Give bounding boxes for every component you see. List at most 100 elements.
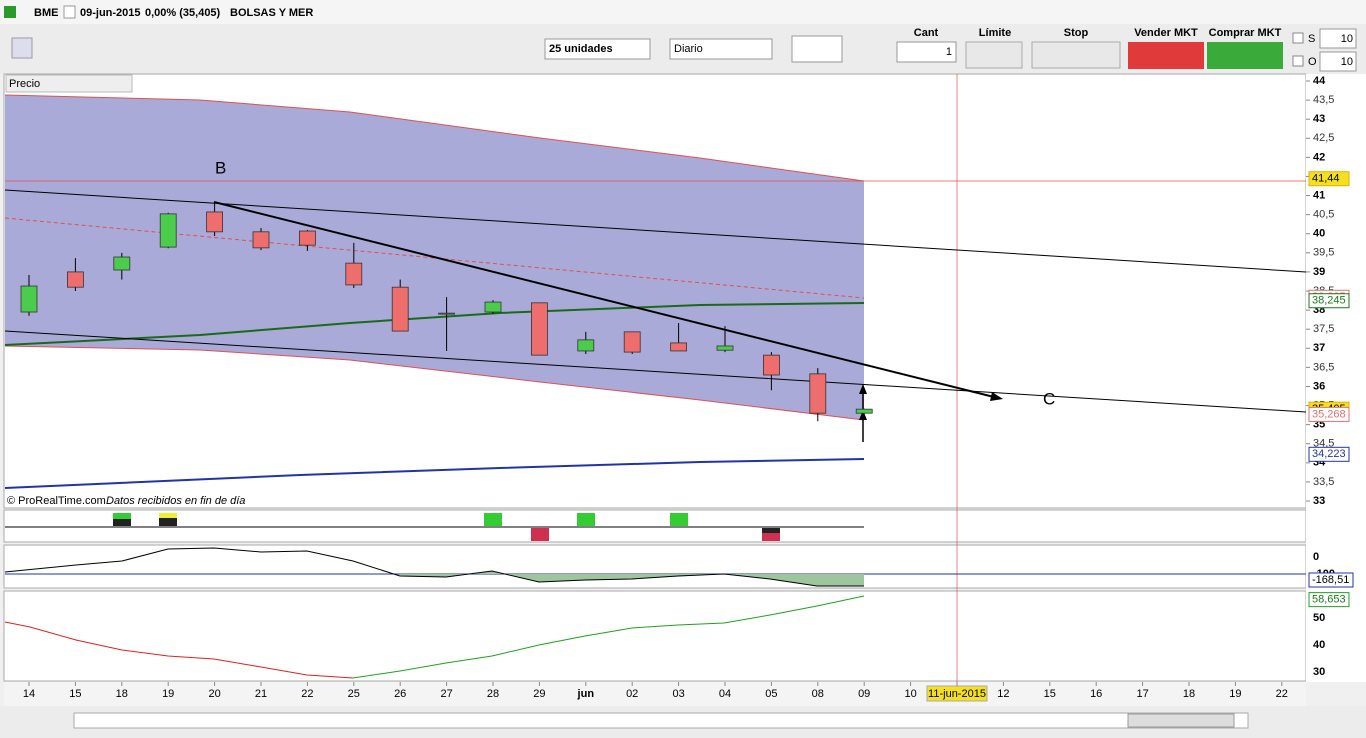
candle-body (809, 373, 827, 414)
x-tick-label: 02 (626, 688, 638, 700)
tool-pointer[interactable] (11, 37, 33, 59)
signal (670, 513, 688, 526)
sell-button[interactable] (1128, 42, 1204, 69)
candle-body (716, 345, 734, 351)
y-tick-label: 37,5 (1313, 323, 1334, 335)
signal (159, 513, 177, 518)
y-tick-label: 33,5 (1313, 476, 1334, 488)
channel-mid (4, 217, 865, 299)
x-tick-label: 11-jun-2015 (928, 688, 986, 700)
signal-panel (3, 509, 1307, 543)
signal (531, 528, 549, 541)
y-tick-label: 42,5 (1313, 132, 1334, 144)
candle-body (298, 230, 316, 246)
x-tick-label: 09 (858, 688, 870, 700)
channel-bottom (4, 345, 865, 421)
signal (484, 513, 502, 526)
x-tick-label: 18 (116, 688, 128, 700)
y-tick-label: 37 (1313, 342, 1325, 354)
cant-value: 1 (946, 46, 952, 58)
osc-tick-label: 0 (1313, 551, 1319, 563)
candle-body (670, 342, 687, 352)
quantity: 25 unidades (549, 43, 613, 55)
tools (11, 37, 33, 59)
x-tick-label: 10 (904, 688, 916, 700)
rsi-label-box (1308, 592, 1350, 608)
rsi-tick-label: 50 (1313, 612, 1325, 624)
period-select[interactable] (669, 38, 773, 60)
s-label: S (1308, 33, 1315, 45)
price-label-box (1308, 406, 1350, 422)
x-tick-label: 19 (162, 688, 174, 700)
y-tick-label: 40 (1313, 228, 1325, 240)
y-tick-label: 42 (1313, 151, 1325, 163)
rsi-label: 58,653 (1312, 594, 1346, 606)
price-axis (1306, 74, 1366, 682)
oscillator-panel (3, 544, 1307, 589)
y-tick-label: 39 (1313, 266, 1325, 278)
candle-body (623, 331, 641, 353)
x-tick-label: 03 (672, 688, 684, 700)
x-tick-label: 19 (1229, 688, 1241, 700)
app-icon (4, 6, 16, 18)
signal (762, 528, 780, 533)
x-tick-label: 12 (997, 688, 1009, 700)
change: 0,00% (35,405) (145, 7, 221, 19)
y-tick-label: 41 (1313, 189, 1325, 201)
lower-average (4, 458, 865, 489)
x-tick-label: 28 (487, 688, 499, 700)
y-tick-label: 33 (1313, 495, 1325, 507)
annotation: C (1043, 389, 1055, 408)
y-tick-label: 36,5 (1313, 361, 1334, 373)
candle-body (345, 262, 363, 286)
quantity-select[interactable] (544, 38, 651, 60)
scrollbar[interactable] (73, 712, 1249, 729)
x-tick-label: 15 (69, 688, 81, 700)
x-tick-label: 15 (1044, 688, 1056, 700)
channel-top (4, 94, 865, 182)
x-tick-label: 29 (533, 688, 545, 700)
scroll-thumb[interactable] (1127, 713, 1235, 728)
info-icon[interactable] (63, 5, 76, 19)
candle-body (159, 213, 177, 248)
y-tick-label: 44 (1313, 75, 1326, 87)
candle-body (206, 211, 224, 233)
rsi-tick-label: 30 (1313, 666, 1325, 678)
price-label: 41,44 (1312, 173, 1340, 185)
signal (577, 513, 595, 526)
y-tick-label: 43 (1313, 113, 1325, 125)
x-tick-label: 17 (1136, 688, 1148, 700)
s-check[interactable] (1292, 32, 1304, 44)
buy-button[interactable] (1207, 42, 1283, 69)
x-tick-label: 22 (301, 688, 313, 700)
panel-header (5, 74, 133, 93)
limit-label: Límite (979, 27, 1011, 39)
cant-input[interactable] (896, 41, 957, 63)
moving-average (4, 302, 865, 346)
s-input[interactable] (1319, 28, 1357, 49)
osc-label-box (1308, 572, 1354, 588)
limit-buttons[interactable] (965, 41, 1023, 69)
arrow-head (990, 392, 1003, 401)
buy-label: Comprar MKT (1209, 27, 1282, 39)
stop-label: Stop (1064, 27, 1089, 39)
signals (113, 513, 780, 541)
stop-buttons[interactable] (1031, 41, 1121, 69)
date-axis (4, 682, 1306, 706)
title-bar (0, 0, 1366, 24)
x-tick-label: 20 (208, 688, 220, 700)
rsi-panel (3, 590, 1307, 682)
rsi-tick-label: 40 (1313, 639, 1325, 651)
date: 09-jun-2015 (80, 7, 141, 19)
y-tick-label: 36 (1313, 380, 1325, 392)
price-label: 35,268 (1312, 408, 1346, 420)
y-tick-label: 40,5 (1313, 209, 1334, 221)
instrument-name: BOLSAS Y MER (230, 7, 313, 19)
annotation: B (215, 158, 226, 177)
chart-type[interactable] (791, 35, 843, 63)
x-tick-label: 21 (255, 688, 267, 700)
candle-body (20, 285, 38, 313)
o-input[interactable] (1319, 51, 1357, 72)
price-label-box (1308, 171, 1350, 187)
o-check[interactable] (1292, 55, 1304, 67)
